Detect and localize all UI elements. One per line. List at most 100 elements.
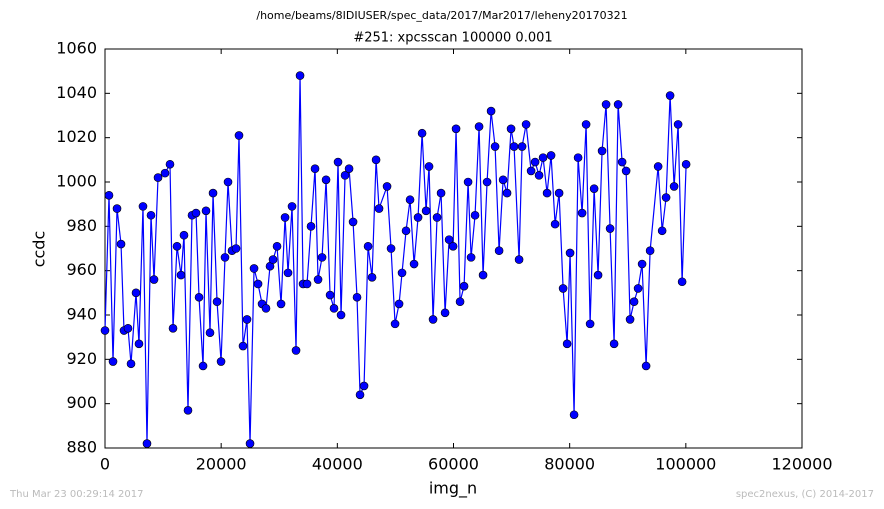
x-tick-label: 60000 [428, 455, 479, 474]
data-point [216, 357, 226, 366]
data-point [363, 241, 373, 251]
data-point [359, 381, 369, 391]
data-point [313, 275, 323, 284]
data-point [645, 246, 655, 256]
chart-title: #251: xpcsscan 100000 0.001 [353, 31, 552, 46]
data-point [172, 241, 182, 251]
data-point [444, 235, 454, 244]
y-tick-label: 1020 [56, 127, 97, 146]
data-point [329, 304, 339, 313]
data-point [168, 323, 178, 333]
data-point [486, 106, 496, 116]
data-point [597, 146, 607, 156]
data-point [108, 357, 118, 366]
data-point [589, 184, 599, 193]
data-point [165, 159, 175, 169]
data-point [562, 339, 572, 349]
y-tick-label: 980 [66, 216, 97, 235]
data-point [494, 246, 504, 256]
data-point [374, 204, 384, 213]
data-point [176, 270, 186, 280]
data-point [306, 222, 316, 231]
data-point [421, 206, 431, 216]
data-point [146, 210, 156, 220]
data-point [409, 259, 419, 269]
data-point [625, 315, 635, 324]
data-point [621, 166, 631, 176]
data-point [478, 270, 488, 280]
data-point [401, 226, 411, 236]
data-point [249, 264, 259, 273]
y-tick-label: 1000 [56, 172, 97, 191]
data-point [245, 439, 255, 448]
data-point [581, 120, 591, 129]
data-point [506, 124, 516, 134]
data-point [424, 162, 434, 171]
data-point [432, 213, 442, 222]
data-point [131, 288, 141, 298]
data-point [470, 210, 480, 220]
data-point [198, 361, 208, 371]
data-point [637, 259, 647, 269]
data-point [212, 297, 222, 307]
data-point [291, 346, 301, 355]
data-point [191, 208, 201, 218]
data-point [310, 164, 320, 173]
data-point [325, 290, 335, 300]
data-point [142, 439, 152, 448]
y-tick-label: 1060 [56, 39, 97, 58]
data-point [498, 175, 508, 185]
data-point [201, 206, 211, 216]
data-point [463, 177, 473, 187]
data-point [509, 142, 519, 151]
x-tick-label: 120000 [771, 455, 832, 474]
data-point [321, 175, 331, 185]
data-point [605, 224, 615, 233]
data-point [653, 162, 663, 171]
data-point [550, 219, 560, 229]
data-point [205, 328, 215, 338]
x-tick-label: 100000 [655, 455, 716, 474]
data-point [242, 315, 252, 324]
data-point [261, 304, 271, 313]
data-point [517, 142, 527, 151]
data-point [231, 244, 241, 253]
data-point [534, 171, 544, 180]
data-point [126, 359, 136, 369]
data-point [268, 255, 278, 264]
data-point [530, 157, 540, 167]
data-point [112, 204, 122, 213]
data-point [134, 339, 144, 349]
data-point [382, 182, 392, 191]
data-point [440, 308, 450, 318]
data-point [183, 406, 193, 415]
data-point [617, 157, 627, 167]
data-point [104, 191, 114, 200]
data-point [208, 188, 218, 198]
data-point [436, 188, 446, 198]
data-point [394, 299, 404, 309]
data-point [283, 268, 293, 278]
y-tick-label: 880 [66, 438, 97, 457]
data-point [352, 292, 362, 302]
data-point [681, 159, 691, 169]
data-point [633, 284, 643, 293]
data-point [344, 164, 354, 173]
x-tick-label: 0 [100, 455, 110, 474]
data-point [558, 284, 568, 293]
data-point [448, 241, 458, 251]
data-point [451, 124, 461, 134]
data-point [340, 171, 350, 180]
data-point [333, 157, 343, 167]
data-point [348, 217, 358, 227]
data-point [546, 151, 556, 160]
data-point [554, 188, 564, 198]
data-point [538, 153, 548, 162]
data-point [661, 193, 671, 202]
data-point [179, 230, 189, 240]
data-point [153, 173, 163, 182]
data-point [657, 226, 667, 236]
data-point [641, 361, 651, 371]
data-point [565, 248, 575, 258]
data-point [223, 177, 233, 187]
